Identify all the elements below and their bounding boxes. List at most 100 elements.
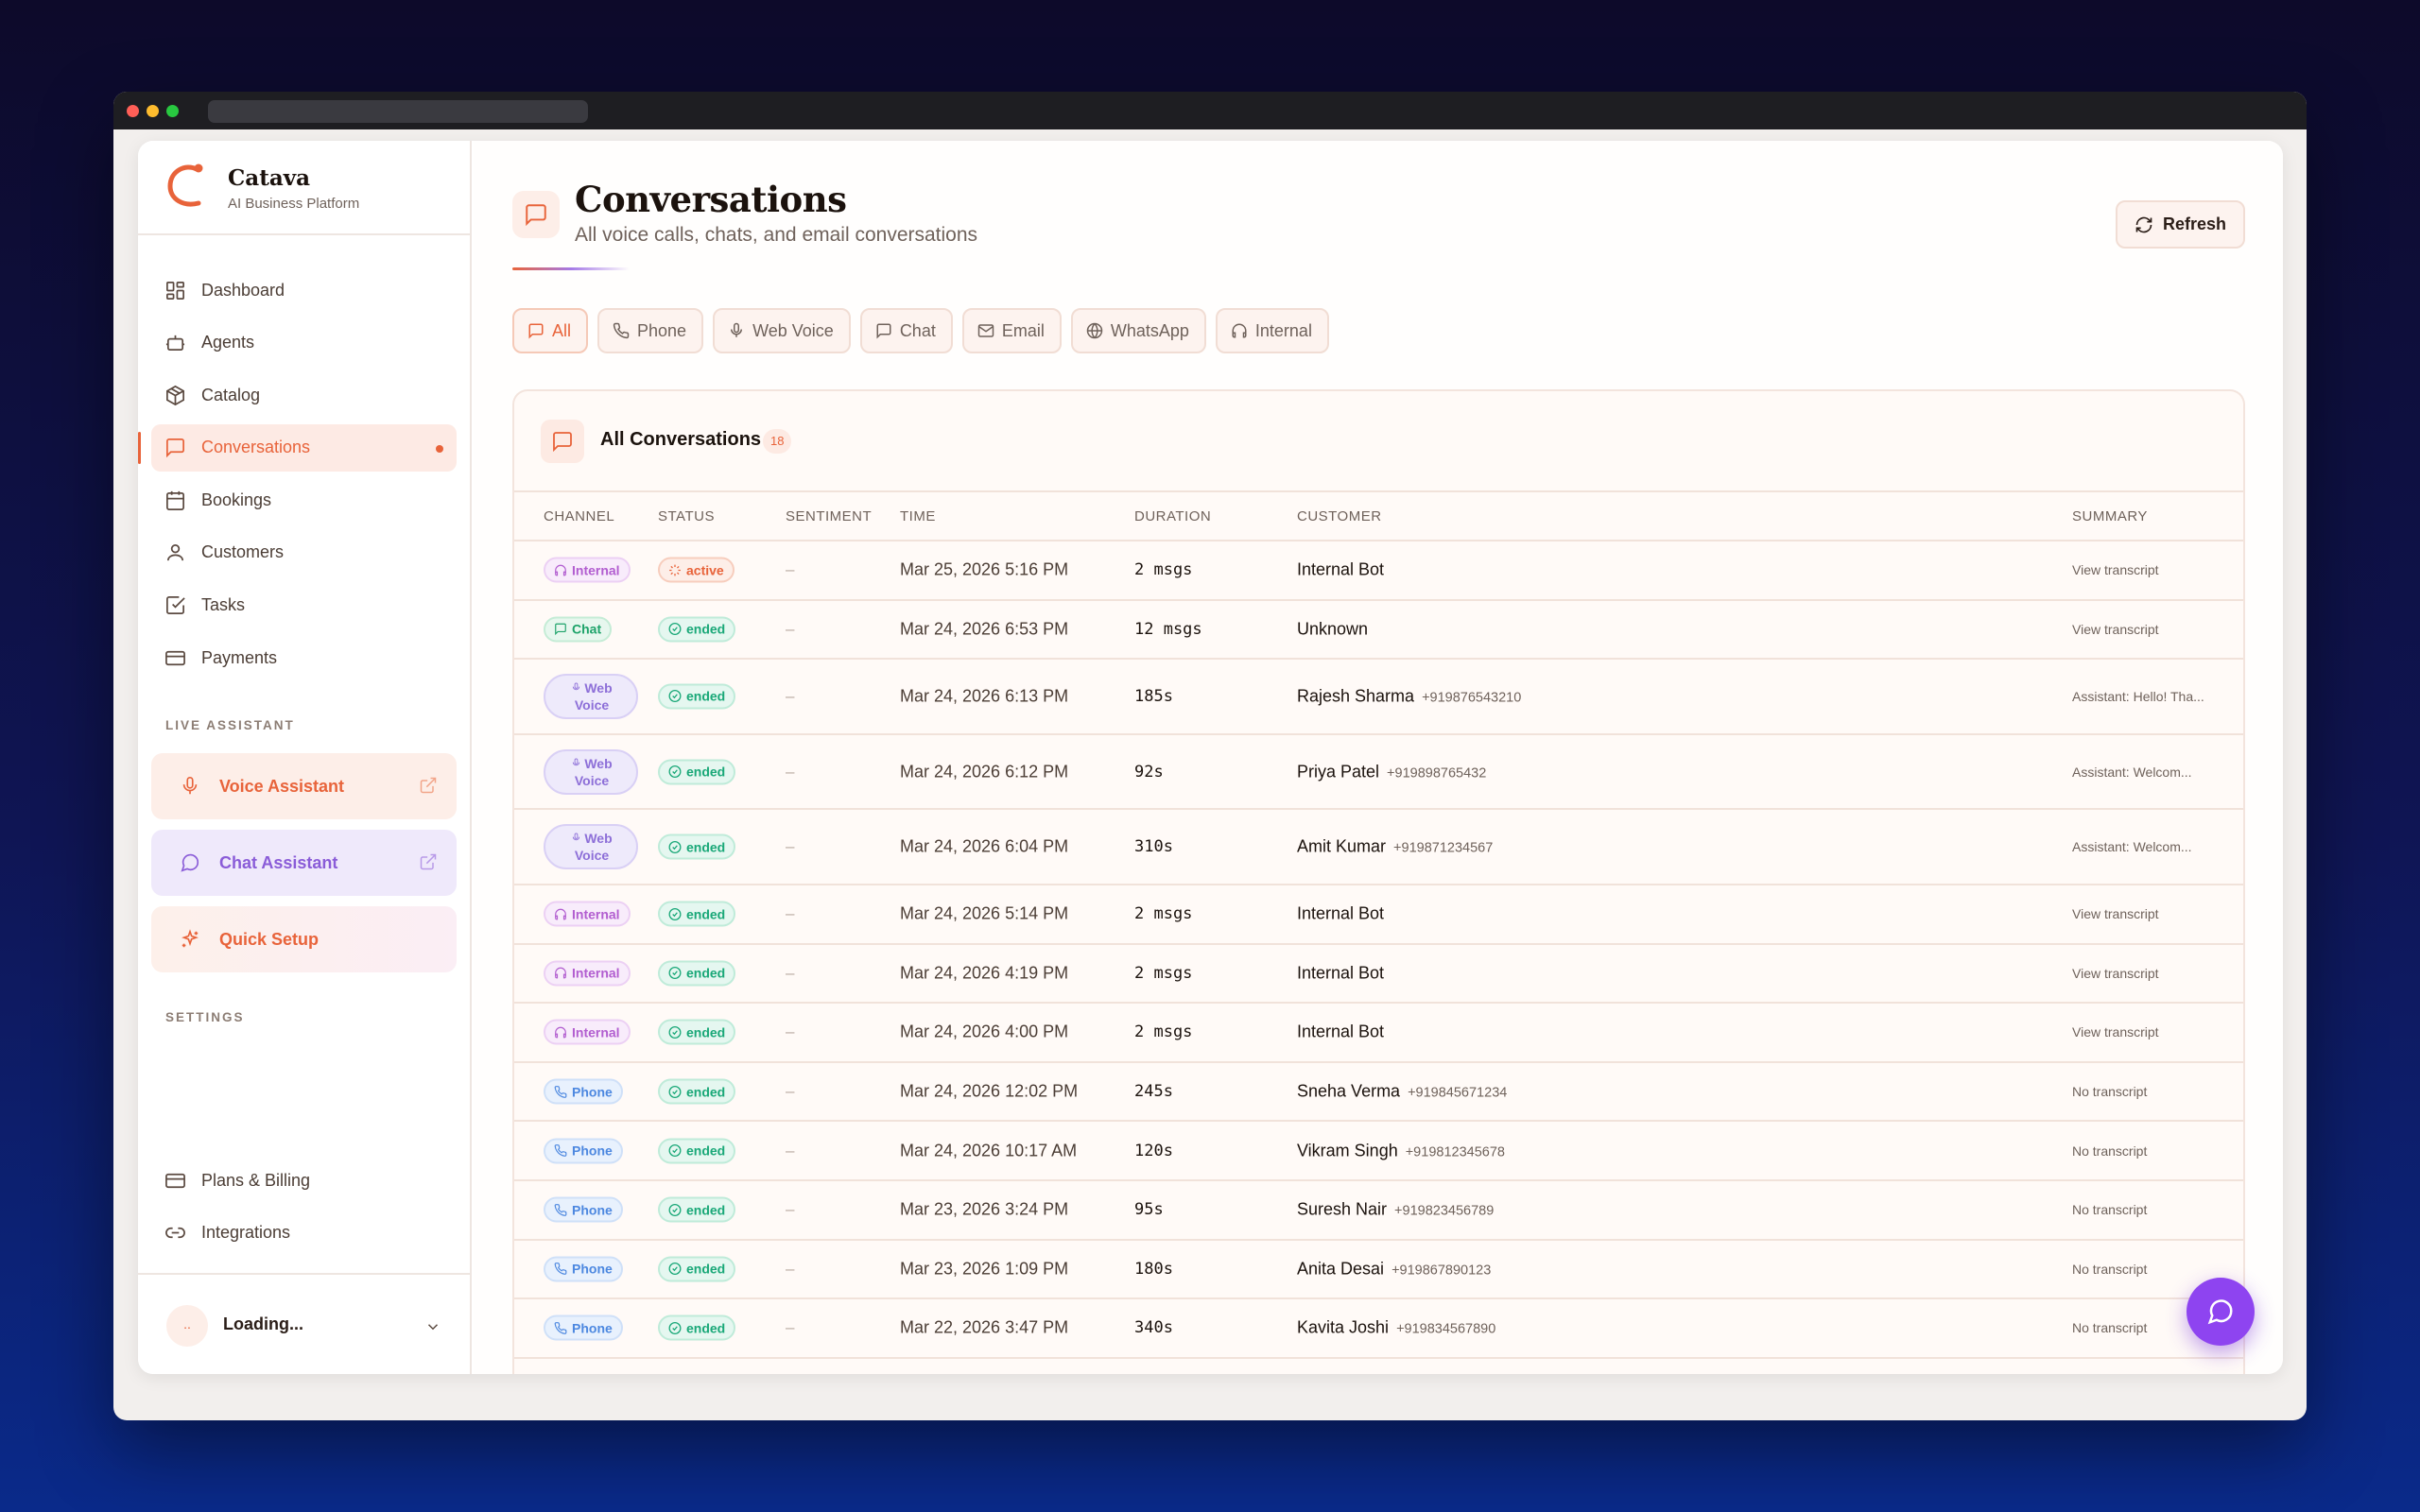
time-cell: Mar 24, 2026 4:19 PM [900,963,1069,983]
summary-cell[interactable]: View transcript [2072,621,2159,637]
table-row[interactable]: Phone ended – Mar 23, 2026 3:24 PM 95s Suresh… [514,1181,2243,1241]
tab-web-voice[interactable]: Web Voice [713,308,851,353]
customer-cell: Amit Kumar +919871234567 [1297,837,1493,857]
check-circle-icon [668,1025,682,1039]
customer-name: Sneha Verma [1297,1081,1401,1101]
channel-cell: Phone [544,1196,623,1223]
sidebar-item-integrations[interactable]: Integrations [151,1210,457,1257]
column-header-sentiment[interactable]: SENTIMENT [786,508,873,524]
voice-assistant-button[interactable]: Voice Assistant [151,753,457,819]
user-menu[interactable]: .. Loading... [138,1273,470,1374]
column-header-channel[interactable]: CHANNEL [544,508,615,524]
tab-email[interactable]: Email [961,308,1062,353]
quick-setup-button[interactable]: Quick Setup [151,906,457,972]
customer-name: Internal Bot [1297,963,1385,983]
link-icon [165,1227,185,1239]
sidebar-item-tasks[interactable]: Tasks [151,582,457,629]
sentiment-cell: – [786,762,795,781]
customer-name: Amit Kumar [1297,836,1387,856]
tab-chat[interactable]: Chat [859,308,953,353]
chat-bubble-icon [2207,1299,2233,1325]
channel-badge: Phone [544,1078,623,1105]
sidebar-item-customers[interactable]: Customers [151,529,457,576]
time-cell: Mar 24, 2026 4:00 PM [900,1022,1069,1041]
sidebar-item-bookings[interactable]: Bookings [151,476,457,524]
page-header-icon [512,191,560,238]
summary-cell[interactable]: Assistant: Welcom... [2072,764,2192,780]
table-row[interactable]: Internal ended – Mar 24, 2026 5:14 PM 2 msgs… [514,885,2243,945]
mic-icon [573,682,580,691]
minimize-window-button[interactable] [147,105,159,117]
table-row[interactable]: Phone ended – Mar 24, 2026 12:02 PM 245s Sneh… [514,1063,2243,1123]
maximize-window-button[interactable] [166,105,179,117]
sidebar-item-payments[interactable]: Payments [151,634,457,681]
time-cell: Mar 22, 2026 3:47 PM [900,1317,1069,1337]
summary-cell[interactable]: No transcript [2072,1202,2148,1218]
customer-cell: Priya Patel +919898765432 [1297,762,1486,782]
column-header-summary[interactable]: SUMMARY [2072,508,2148,524]
customer-phone: +919867890123 [1392,1263,1492,1279]
channel-cell: Chat [544,616,613,643]
table-row[interactable]: Web Voice ended – Mar 24, 2026 6:12 PM 92s Pr… [514,735,2243,811]
headphones-icon [555,968,566,979]
summary-cell[interactable]: Assistant: Welcom... [2072,839,2192,855]
summary-cell[interactable]: No transcript [2072,1143,2148,1159]
table-row[interactable]: Internal ended – Mar 24, 2026 4:19 PM 2 msgs… [514,945,2243,1005]
tab-all[interactable]: All [512,308,589,353]
check-circle-icon [668,967,682,980]
summary-cell[interactable]: View transcript [2072,562,2159,578]
tab-phone[interactable]: Phone [597,308,704,353]
sidebar-item-dashboard[interactable]: Dashboard [151,266,457,314]
mic-icon [731,322,743,337]
chat-assistant-button[interactable]: Chat Assistant [151,830,457,896]
summary-cell[interactable]: View transcript [2072,1024,2159,1040]
chat-widget-button[interactable] [2187,1278,2255,1346]
table-row[interactable]: Internal ended – Mar 24, 2026 4:00 PM 2 msgs… [514,1004,2243,1063]
sidebar-item-agents[interactable]: Agents [151,319,457,367]
sidebar-item-catalog[interactable]: Catalog [151,371,457,419]
sidebar-item-conversations[interactable]: Conversations [138,423,457,472]
channel-filter-tabs: All Phone Web Voice Chat Email [512,308,1339,353]
sidebar-item-plans-billing[interactable]: Plans & Billing [151,1157,457,1204]
status-cell: ended [658,683,736,710]
duration-cell: 120s [1134,1141,1173,1160]
time-cell: Mar 24, 2026 12:02 PM [900,1081,1079,1101]
summary-cell[interactable]: No transcript [2072,1320,2148,1336]
conversation-count-badge: 18 [763,429,792,454]
external-link-icon[interactable] [419,776,438,795]
tab-label: Email [1001,320,1045,340]
summary-cell[interactable]: No transcript [2072,1084,2148,1100]
table-row[interactable]: Phone ended – Mar 22, 2026 3:47 PM 340s Kavit… [514,1299,2243,1359]
table-row[interactable]: Chat ended – Mar 24, 2026 6:53 PM 12 msgs Unk… [514,601,2243,661]
brand-header[interactable]: Catava AI Business Platform [138,141,470,235]
refresh-button[interactable]: Refresh [2116,200,2245,249]
quick-setup-label: Quick Setup [219,929,320,949]
table-row[interactable]: Phone ended – Mar 24, 2026 10:17 AM 120s Vikr… [514,1122,2243,1181]
customer-name: Priya Patel [1297,762,1380,782]
table-row[interactable]: Web Voice ended – Mar 24, 2026 6:13 PM 185s R… [514,660,2243,735]
channel-badge: Phone [544,1138,623,1164]
table-row[interactable]: Web Voice ended – Mar 24, 2026 6:04 PM 310s A… [514,810,2243,885]
tab-internal[interactable]: Internal [1215,308,1329,353]
check-circle-icon [668,1263,682,1276]
table-row[interactable]: Internal active – Mar 25, 2026 5:16 PM 2 msg… [514,541,2243,601]
status-badge: ended [658,1138,736,1164]
panel-header-icon [541,420,584,463]
summary-cell[interactable]: Assistant: Hello! Tha... [2072,688,2204,704]
address-bar[interactable] [208,100,588,123]
summary-cell[interactable]: View transcript [2072,965,2159,981]
time-cell: Mar 24, 2026 6:12 PM [900,762,1069,782]
close-window-button[interactable] [127,105,139,117]
channel-badge: Phone [544,1196,623,1223]
chevron-down-icon[interactable] [424,1318,441,1335]
tab-whatsapp[interactable]: WhatsApp [1070,308,1206,353]
summary-cell[interactable]: View transcript [2072,906,2159,922]
external-link-icon[interactable] [419,852,438,871]
column-header-status[interactable]: STATUS [658,508,715,524]
mic-icon [573,758,580,765]
column-header-customer[interactable]: CUSTOMER [1297,508,1382,524]
table-row[interactable]: Phone ended – Mar 23, 2026 1:09 PM 180s Anita… [514,1241,2243,1300]
column-header-time[interactable]: TIME [900,508,936,524]
column-header-duration[interactable]: DURATION [1134,508,1212,524]
summary-cell[interactable]: No transcript [2072,1261,2148,1277]
